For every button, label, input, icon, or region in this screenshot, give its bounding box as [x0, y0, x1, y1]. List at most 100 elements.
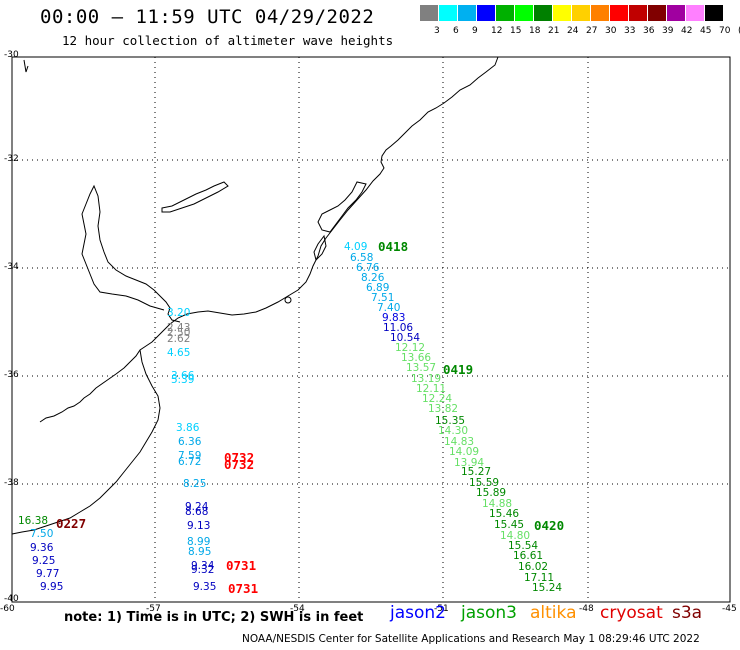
wave-height-value: 15.35 [435, 415, 466, 427]
wave-height-value: 9.25 [32, 555, 56, 567]
scale-label: 3 [434, 26, 440, 36]
lon-label: -45 [722, 604, 737, 614]
pass-time-label: 0732 [224, 450, 255, 465]
inland-water [161, 181, 229, 213]
wave-height-value: 4.65 [167, 347, 191, 359]
wave-height-value: 16.38 [18, 515, 49, 527]
scale-swatch [553, 5, 572, 21]
scale-swatch [572, 5, 591, 21]
wave-height-value: 9.13 [187, 520, 211, 532]
coast-fragment [23, 59, 29, 73]
scale-label: 42 [681, 26, 693, 36]
scale-label: (ft) [738, 26, 740, 36]
footer-credit: NOAA/NESDIS Center for Satellite Applica… [242, 633, 700, 645]
wave-height-value: 13.19 [411, 373, 442, 385]
lon-label: -51 [434, 604, 449, 614]
wave-height-value: 8.99 [187, 536, 211, 548]
scale-label: 36 [643, 26, 655, 36]
scale-label: 12 [491, 26, 503, 36]
scale-swatch [610, 5, 629, 21]
map-frame [11, 56, 731, 603]
wave-height-value: 8.68 [185, 506, 209, 518]
scale-swatch [667, 5, 686, 21]
lagoon-patos [317, 181, 367, 233]
lat-label: -32 [4, 154, 19, 164]
wave-height-value: 9.95 [40, 581, 64, 593]
wave-height-value: 3.20 [167, 307, 191, 319]
lon-label: -57 [146, 604, 161, 614]
scale-swatch [705, 5, 724, 21]
wave-height-value: 2.43 [167, 322, 191, 334]
island-marker [284, 296, 292, 304]
wave-height-value: 9.83 [382, 312, 406, 324]
wave-height-value: 9.34 [191, 560, 215, 572]
wave-height-value: 6.36 [178, 436, 202, 448]
lon-label: -48 [579, 604, 594, 614]
patagonia-coast [11, 349, 161, 535]
lat-label: -40 [4, 594, 19, 604]
scale-label: 9 [472, 26, 478, 36]
wave-height-value: 15.54 [508, 540, 539, 552]
wave-height-value: 15.24 [532, 582, 563, 594]
wave-height-value: 8.26 [361, 272, 385, 284]
wave-height-value: 12.24 [422, 393, 453, 405]
pass-time-label: 0418 [378, 239, 409, 254]
wave-height-value: 15.59 [469, 477, 500, 489]
scale-label: 70 [719, 26, 731, 36]
lat-label: -34 [4, 262, 19, 272]
scale-swatch [686, 5, 705, 21]
scale-swatch [420, 5, 439, 21]
wave-height-value: 4.09 [344, 241, 368, 253]
scale-swatch [439, 5, 458, 21]
wave-height-value: 7.59 [178, 450, 202, 462]
wave-height-value: 6.58 [350, 252, 374, 264]
wave-height-value: 13.66 [401, 352, 432, 364]
lon-label: -54 [290, 604, 305, 614]
legend-jason3: jason3 [461, 603, 517, 623]
wave-height-value: 6.89 [366, 282, 390, 294]
wave-height-value: 3.66 [171, 370, 195, 382]
note-text: note: 1) Time is in UTC; 2) SWH is in fe… [64, 610, 364, 625]
legend-jason2: jason2 [390, 603, 446, 623]
pass-time-label: 0227 [56, 516, 87, 531]
scale-label: 6 [453, 26, 459, 36]
wave-height-value: 8.95 [188, 546, 212, 558]
wave-height-value: 9.35 [193, 581, 217, 593]
pass-time-label: 0419 [443, 362, 474, 377]
wave-height-value: 9.36 [30, 542, 54, 554]
legend-s3a: s3a [672, 603, 703, 623]
scale-label: 15 [510, 26, 522, 36]
graticule [12, 57, 730, 602]
wave-height-value: 7.50 [30, 528, 54, 540]
coastline [39, 56, 499, 423]
pass-time-label: 0420 [534, 518, 565, 533]
rio-de-la-plata-coast [81, 184, 181, 323]
lat-label: -38 [4, 478, 19, 488]
scale-swatch [648, 5, 667, 21]
wave-height-value: 13.57 [406, 362, 437, 374]
pass-time-label: 0731 [228, 581, 259, 596]
legend-altika: altika [530, 603, 577, 623]
wave-height-value: 7.40 [377, 302, 401, 314]
wave-height-value: 5.39 [171, 374, 195, 386]
scale-swatch [534, 5, 553, 21]
wave-height-value: 10.54 [390, 332, 421, 344]
wave-height-value: 8.25 [183, 478, 207, 490]
wave-height-value: 9.77 [36, 568, 60, 580]
pass-time-label: 0732 [224, 457, 255, 472]
scale-swatch [629, 5, 648, 21]
scale-swatch [477, 5, 496, 21]
scale-swatch [591, 5, 610, 21]
wave-height-value: 14.88 [482, 498, 513, 510]
wave-height-value: 14.83 [444, 436, 475, 448]
map-title: 00:00 – 11:59 UTC 04/29/2022 [40, 6, 375, 28]
wave-height-value: 14.80 [500, 530, 531, 542]
scale-swatch [458, 5, 477, 21]
scale-label: 33 [624, 26, 636, 36]
wave-height-value: 12.11 [416, 383, 447, 395]
scale-label: 18 [529, 26, 541, 36]
wave-height-value: 15.89 [476, 487, 507, 499]
wave-height-value: 15.46 [489, 508, 520, 520]
